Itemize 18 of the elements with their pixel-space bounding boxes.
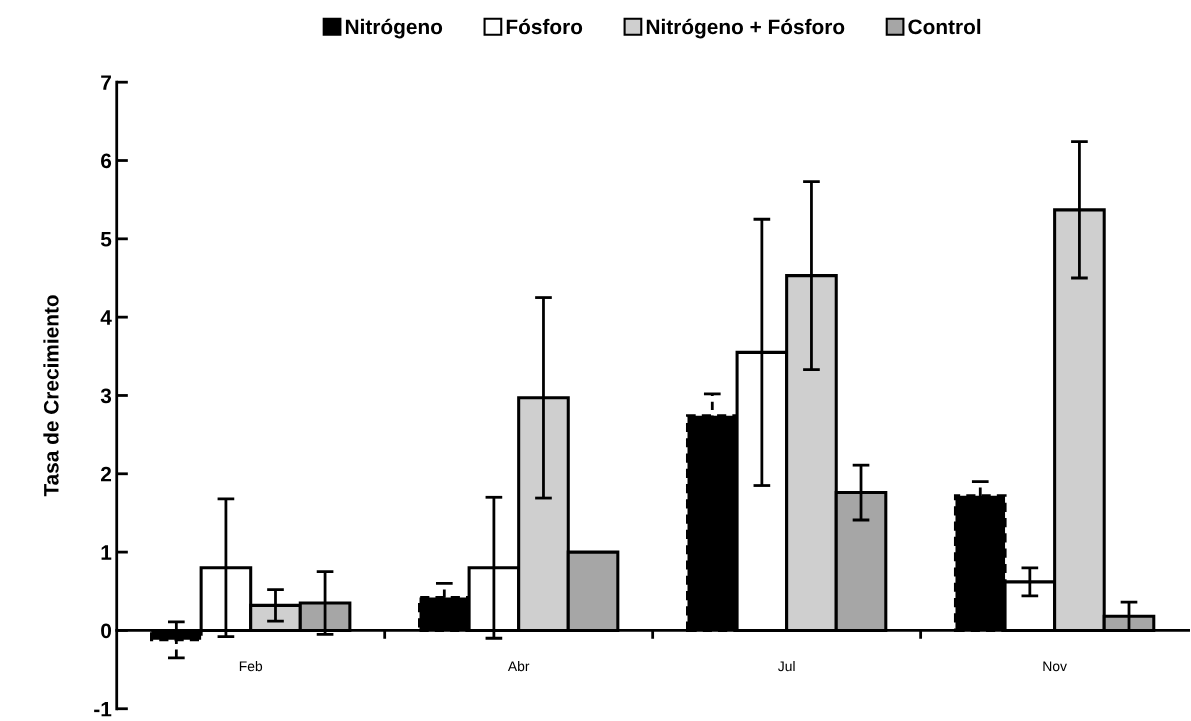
x-tick-label: Jul	[778, 660, 795, 672]
x-tick-label: Nov	[1043, 661, 1067, 672]
x-tick-label: Abr	[507, 660, 530, 672]
y-tick-label: -1	[94, 701, 112, 717]
y-tick-label: 0	[101, 623, 111, 639]
legend-label: Fósforo	[506, 18, 583, 35]
legend-label: Control	[908, 18, 981, 35]
y-tick-label: 6	[101, 153, 112, 169]
y-tick-label: 2	[100, 466, 112, 482]
y-tick-label: 3	[100, 388, 112, 404]
y-tick-label: 5	[100, 232, 112, 247]
legend-label: Nitrógeno + Fósforo	[646, 18, 845, 39]
y-axis-title: Tasa de Crecimiento	[43, 295, 59, 497]
legend-label: Nitrógeno	[345, 18, 443, 39]
x-tick-label: Feb	[239, 660, 263, 672]
y-tick-label: 4	[100, 310, 112, 325]
y-tick-label: 1	[101, 545, 112, 560]
y-tick-label: 7	[101, 75, 111, 90]
